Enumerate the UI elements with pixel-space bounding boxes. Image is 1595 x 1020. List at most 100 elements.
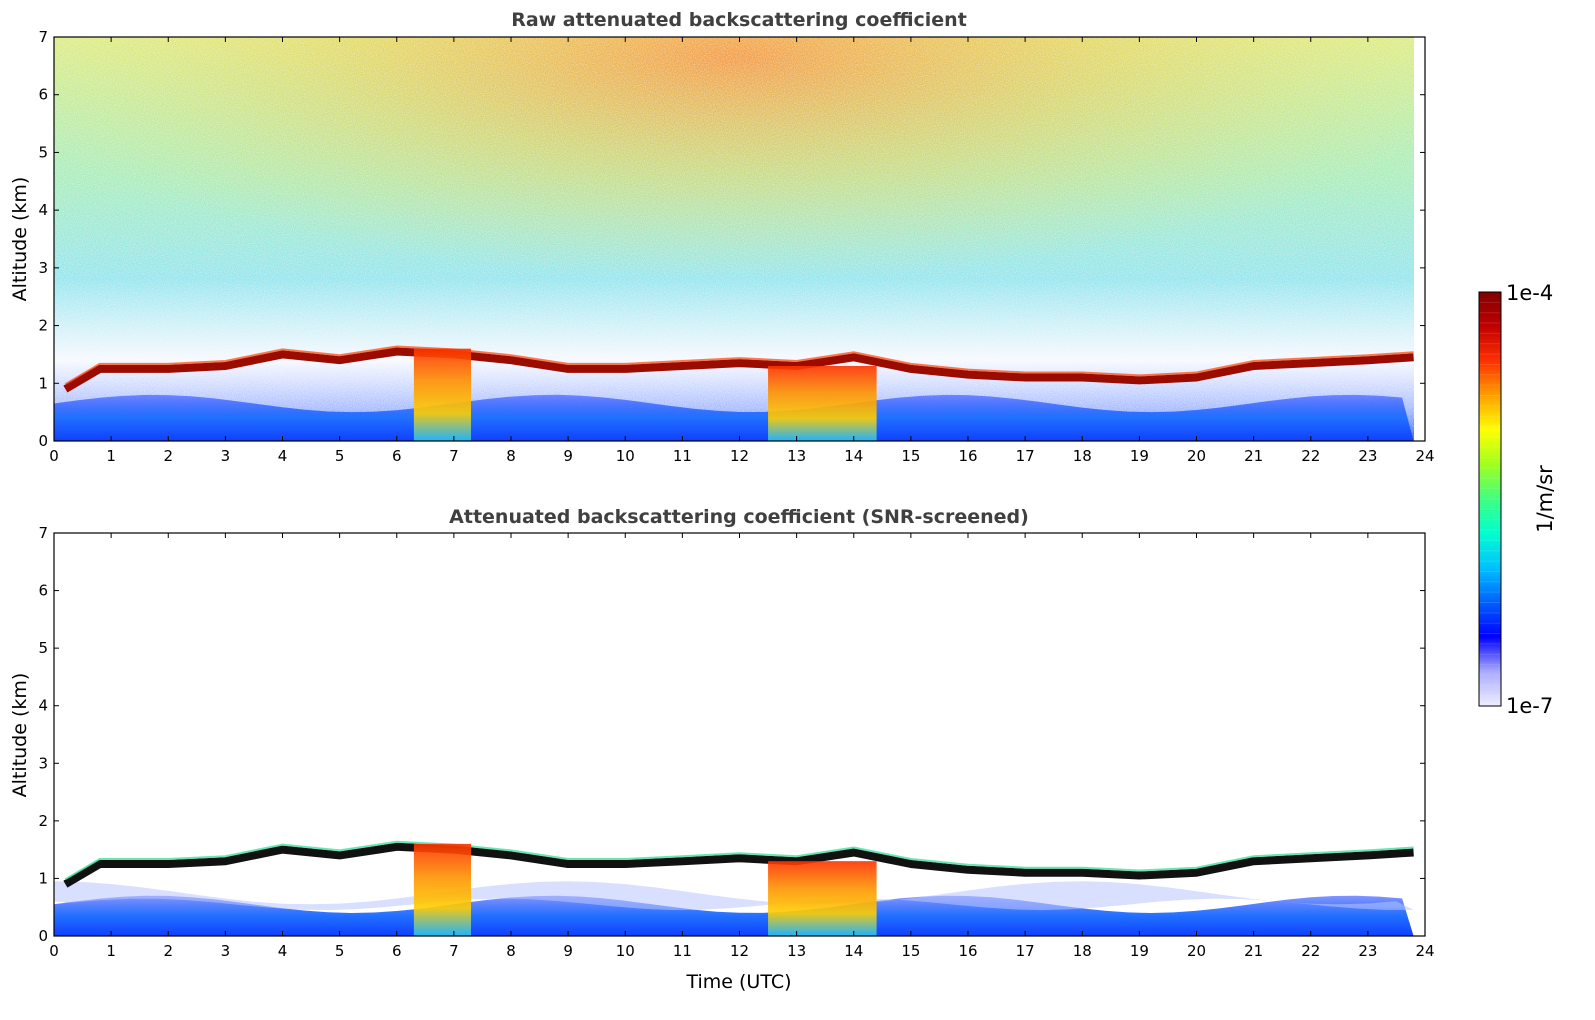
panel-screened-heatmap [54, 533, 1425, 936]
xtick-label: 5 [335, 447, 345, 465]
panel-raw-title: Raw attenuated backscattering coefficien… [511, 9, 967, 31]
xtick-label: 0 [49, 942, 59, 960]
xtick-label: 7 [449, 942, 459, 960]
xtick-label: 4 [278, 447, 288, 465]
xtick-label: 12 [730, 942, 749, 960]
xtick-label: 3 [221, 447, 231, 465]
xtick-label: 13 [787, 942, 806, 960]
ytick-label: 2 [38, 317, 48, 335]
panel-screened-axes: 0 1 2 3 4 5 6 7 8 9 10 11 12 13 14 15 16 17 18 19 20 21 22 23 24… [38, 524, 1434, 960]
xtick-label: 23 [1358, 942, 1377, 960]
xtick-label: 10 [616, 447, 635, 465]
xtick-label: 22 [1301, 942, 1320, 960]
colorbar: 1e-4 1e-7 1/m/sr [1478, 281, 1557, 718]
xtick-label: 6 [392, 447, 402, 465]
ytick-label: 4 [38, 697, 48, 715]
xtick-label: 18 [1073, 447, 1092, 465]
colorbar-frame [1478, 291, 1502, 707]
raw-precip-events [413, 348, 877, 441]
deep-signal-event [413, 843, 472, 936]
colorbar-max-label: 1e-4 [1506, 281, 1553, 305]
xtick-label: 9 [563, 942, 573, 960]
screened-background [54, 533, 1425, 936]
xtick-label: 8 [506, 447, 516, 465]
xtick-label: 4 [278, 942, 288, 960]
ytick-label: 3 [38, 754, 48, 772]
ytick-label: 4 [38, 201, 48, 219]
xtick-label: 2 [163, 942, 173, 960]
panel-raw-heatmap [54, 37, 1414, 441]
xtick-label: 5 [335, 942, 345, 960]
ytick-label: 1 [38, 374, 48, 392]
panel-screened: Attenuated backscattering coefficient (S… [9, 506, 1435, 993]
xtick-label: 20 [1187, 447, 1206, 465]
xtick-label: 15 [901, 447, 920, 465]
deep-signal-event [768, 861, 877, 936]
screened-boundary-layer [54, 895, 1414, 936]
raw-noise-texture [54, 37, 1414, 441]
xtick-label: 24 [1415, 447, 1434, 465]
xtick-label: 24 [1415, 942, 1434, 960]
xtick-label: 15 [901, 942, 920, 960]
raw-cloud-base [63, 347, 1414, 393]
xtick-label: 0 [49, 447, 59, 465]
xtick-label: 3 [221, 942, 231, 960]
panel-raw-axes: 0 1 2 3 4 5 6 7 8 9 10 11 12 13 14 15 16 17 18 19 20 21 22 23 24… [38, 28, 1434, 465]
xtick-label: 18 [1073, 942, 1092, 960]
xtick-label: 16 [958, 447, 977, 465]
screened-cloud-base-edge [64, 840, 1414, 881]
xtick-label: 16 [958, 942, 977, 960]
ytick-label: 1 [38, 869, 48, 887]
xtick-label: 6 [392, 942, 402, 960]
ytick-label: 7 [38, 28, 48, 46]
panel-screened-xlabel: Time (UTC) [685, 971, 791, 993]
xtick-label: 14 [844, 942, 863, 960]
screened-precip-events [413, 843, 877, 936]
ytick-label: 3 [38, 259, 48, 277]
xtick-label: 1 [106, 942, 116, 960]
raw-boundary-layer [54, 394, 1414, 441]
panel-screened-title: Attenuated backscattering coefficient (S… [449, 506, 1029, 528]
xtick-label: 1 [106, 447, 116, 465]
xtick-label: 19 [1130, 942, 1149, 960]
xtick-label: 17 [1016, 942, 1035, 960]
deep-signal-event [413, 348, 472, 441]
colorbar-min-label: 1e-7 [1506, 694, 1553, 718]
ytick-label: 6 [38, 582, 48, 600]
panel-screened-ylabel: Altitude (km) [9, 673, 31, 798]
colorbar-body [1479, 292, 1501, 706]
ytick-label: 5 [38, 639, 48, 657]
colorbar-steps [1479, 291, 1501, 697]
xtick-label: 10 [616, 942, 635, 960]
xtick-label: 21 [1244, 942, 1263, 960]
xtick-label: 19 [1130, 447, 1149, 465]
xtick-label: 13 [787, 447, 806, 465]
xtick-label: 22 [1301, 447, 1320, 465]
colorbar-unit-label: 1/m/sr [1533, 465, 1557, 533]
ytick-label: 5 [38, 143, 48, 161]
xtick-label: 11 [673, 942, 692, 960]
screened-cloud-base [63, 842, 1414, 888]
xtick-label: 12 [730, 447, 749, 465]
xtick-label: 7 [449, 447, 459, 465]
xtick-label: 9 [563, 447, 573, 465]
xtick-label: 2 [163, 447, 173, 465]
ytick-label: 0 [38, 927, 48, 945]
ytick-label: 2 [38, 812, 48, 830]
raw-cloud-base-edge [64, 345, 1414, 385]
xtick-label: 11 [673, 447, 692, 465]
ytick-label: 7 [38, 524, 48, 542]
screened-haze [54, 881, 1414, 911]
ytick-label: 0 [38, 432, 48, 450]
xtick-label: 8 [506, 942, 516, 960]
xtick-label: 20 [1187, 942, 1206, 960]
deep-signal-event [768, 365, 877, 441]
ytick-label: 6 [38, 86, 48, 104]
panel-raw-ylabel: Altitude (km) [9, 177, 31, 302]
xtick-label: 21 [1244, 447, 1263, 465]
xtick-label: 23 [1358, 447, 1377, 465]
panel-raw: Raw attenuated backscattering coefficien… [9, 9, 1435, 465]
xtick-label: 14 [844, 447, 863, 465]
xtick-label: 17 [1016, 447, 1035, 465]
